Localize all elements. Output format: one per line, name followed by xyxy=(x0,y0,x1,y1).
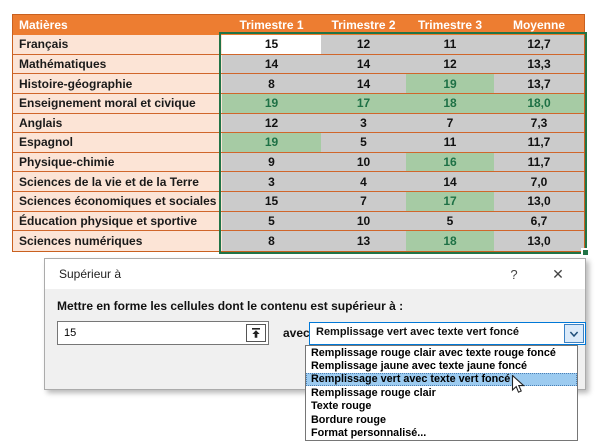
format-option[interactable]: Texte rouge xyxy=(311,400,372,413)
close-icon[interactable]: ✕ xyxy=(552,265,564,282)
format-option[interactable]: Bordure rouge xyxy=(311,413,386,426)
dialog-instruction-label: Mettre en forme les cellules dont le con… xyxy=(57,299,404,313)
grade-cell[interactable]: 7 xyxy=(406,113,494,134)
grade-cell[interactable]: 9 xyxy=(222,152,321,173)
grade-cell[interactable]: 17 xyxy=(406,192,494,212)
format-option[interactable]: Remplissage rouge clair xyxy=(311,386,436,399)
subject-cell[interactable]: Anglais xyxy=(13,113,222,134)
grade-cell[interactable]: 12 xyxy=(321,35,406,55)
subject-cell[interactable]: Sciences numériques xyxy=(13,231,222,251)
format-option[interactable]: Remplissage rouge clair avec texte rouge… xyxy=(311,346,556,359)
collapse-dialog-button[interactable] xyxy=(246,324,266,342)
grade-cell[interactable]: 13,0 xyxy=(494,231,584,251)
format-option[interactable]: Remplissage vert avec texte vert foncé xyxy=(306,372,577,387)
grade-cell[interactable]: 19 xyxy=(406,74,494,94)
grade-cell[interactable]: 12,7 xyxy=(494,35,584,55)
chevron-down-icon xyxy=(569,330,579,337)
grade-cell[interactable]: 7 xyxy=(321,192,406,212)
grade-cell[interactable]: 12 xyxy=(406,54,494,75)
grade-cell[interactable]: 11,7 xyxy=(494,133,584,153)
grade-cell[interactable]: 16 xyxy=(406,152,494,173)
grade-cell[interactable]: 7,0 xyxy=(494,172,584,192)
grade-cell[interactable]: 5 xyxy=(406,211,494,232)
grade-cell[interactable]: 18 xyxy=(406,231,494,251)
column-header[interactable]: Trimestre 3 xyxy=(406,15,494,35)
grade-cell[interactable]: 13 xyxy=(321,231,406,251)
grade-cell[interactable]: 12 xyxy=(222,113,321,134)
grade-cell[interactable]: 14 xyxy=(222,54,321,75)
grade-cell[interactable]: 13,0 xyxy=(494,192,584,212)
grades-table: Matières Trimestre 1 Trimestre 2 Trimestre … xyxy=(12,14,585,252)
dialog-title: Supérieur à xyxy=(59,267,122,281)
collapse-dialog-icon xyxy=(252,328,260,338)
grade-cell[interactable]: 19 xyxy=(222,133,321,153)
format-option[interactable]: Remplissage jaune avec texte jaune foncé xyxy=(311,360,528,373)
grade-cell[interactable]: 5 xyxy=(222,211,321,232)
column-header[interactable]: Matières xyxy=(13,15,222,35)
grade-cell[interactable]: 11 xyxy=(406,35,494,55)
format-combobox-value: Remplissage vert avec texte vert foncé xyxy=(316,326,519,338)
grade-cell[interactable]: 11 xyxy=(406,133,494,153)
threshold-input[interactable] xyxy=(58,322,248,344)
grade-cell[interactable]: 14 xyxy=(406,172,494,192)
grade-cell[interactable]: 3 xyxy=(222,172,321,192)
grade-cell[interactable]: 5 xyxy=(321,133,406,153)
column-header[interactable]: Trimestre 2 xyxy=(321,15,406,35)
grade-cell[interactable]: 14 xyxy=(321,54,406,75)
grade-cell[interactable]: 18,0 xyxy=(494,93,584,114)
grade-cell[interactable]: 6,7 xyxy=(494,211,584,232)
column-header[interactable]: Trimestre 1 xyxy=(222,15,321,35)
grade-cell[interactable]: 17 xyxy=(321,93,406,114)
with-label: avec xyxy=(283,326,310,340)
combobox-dropdown-button[interactable] xyxy=(564,324,584,343)
subject-cell[interactable]: Histoire-géographie xyxy=(13,74,222,94)
subject-cell[interactable]: Enseignement moral et civique xyxy=(13,93,222,114)
grade-cell[interactable]: 11,7 xyxy=(494,152,584,173)
grade-cell[interactable]: 15 xyxy=(222,192,321,212)
threshold-field-wrap xyxy=(57,321,269,345)
subject-cell[interactable]: Physique-chimie xyxy=(13,152,222,173)
grade-cell[interactable]: 3 xyxy=(321,113,406,134)
subject-cell[interactable]: Mathématiques xyxy=(13,54,222,75)
format-options-list: Remplissage rouge clair avec texte rouge… xyxy=(305,345,578,441)
subject-cell[interactable]: Français xyxy=(13,35,222,55)
subject-cell[interactable]: Sciences de la vie et de la Terre xyxy=(13,172,222,192)
grade-cell[interactable]: 18 xyxy=(406,93,494,114)
grade-cell[interactable]: 15 xyxy=(222,35,321,55)
subject-cell[interactable]: Espagnol xyxy=(13,133,222,153)
grade-cell[interactable]: 7,3 xyxy=(494,113,584,134)
dialog-titlebar: Supérieur à ? ✕ xyxy=(45,259,585,289)
help-icon[interactable]: ? xyxy=(510,266,518,282)
column-header[interactable]: Moyenne xyxy=(494,15,584,35)
format-combobox[interactable]: Remplissage vert avec texte vert foncé xyxy=(309,322,586,345)
grade-cell[interactable]: 8 xyxy=(222,231,321,251)
grade-cell[interactable]: 19 xyxy=(222,93,321,114)
greater-than-dialog: Supérieur à ? ✕ Mettre en forme les cell… xyxy=(44,258,586,390)
grade-cell[interactable]: 8 xyxy=(222,74,321,94)
format-option[interactable]: Format personnalisé... xyxy=(311,427,427,440)
grade-cell[interactable]: 13,3 xyxy=(494,54,584,75)
grade-cell[interactable]: 4 xyxy=(321,172,406,192)
grade-cell[interactable]: 14 xyxy=(321,74,406,94)
grade-cell[interactable]: 10 xyxy=(321,152,406,173)
subject-cell[interactable]: Sciences économiques et sociales xyxy=(13,192,222,212)
subject-cell[interactable]: Éducation physique et sportive xyxy=(13,211,222,232)
grade-cell[interactable]: 10 xyxy=(321,211,406,232)
grade-cell[interactable]: 13,7 xyxy=(494,74,584,94)
